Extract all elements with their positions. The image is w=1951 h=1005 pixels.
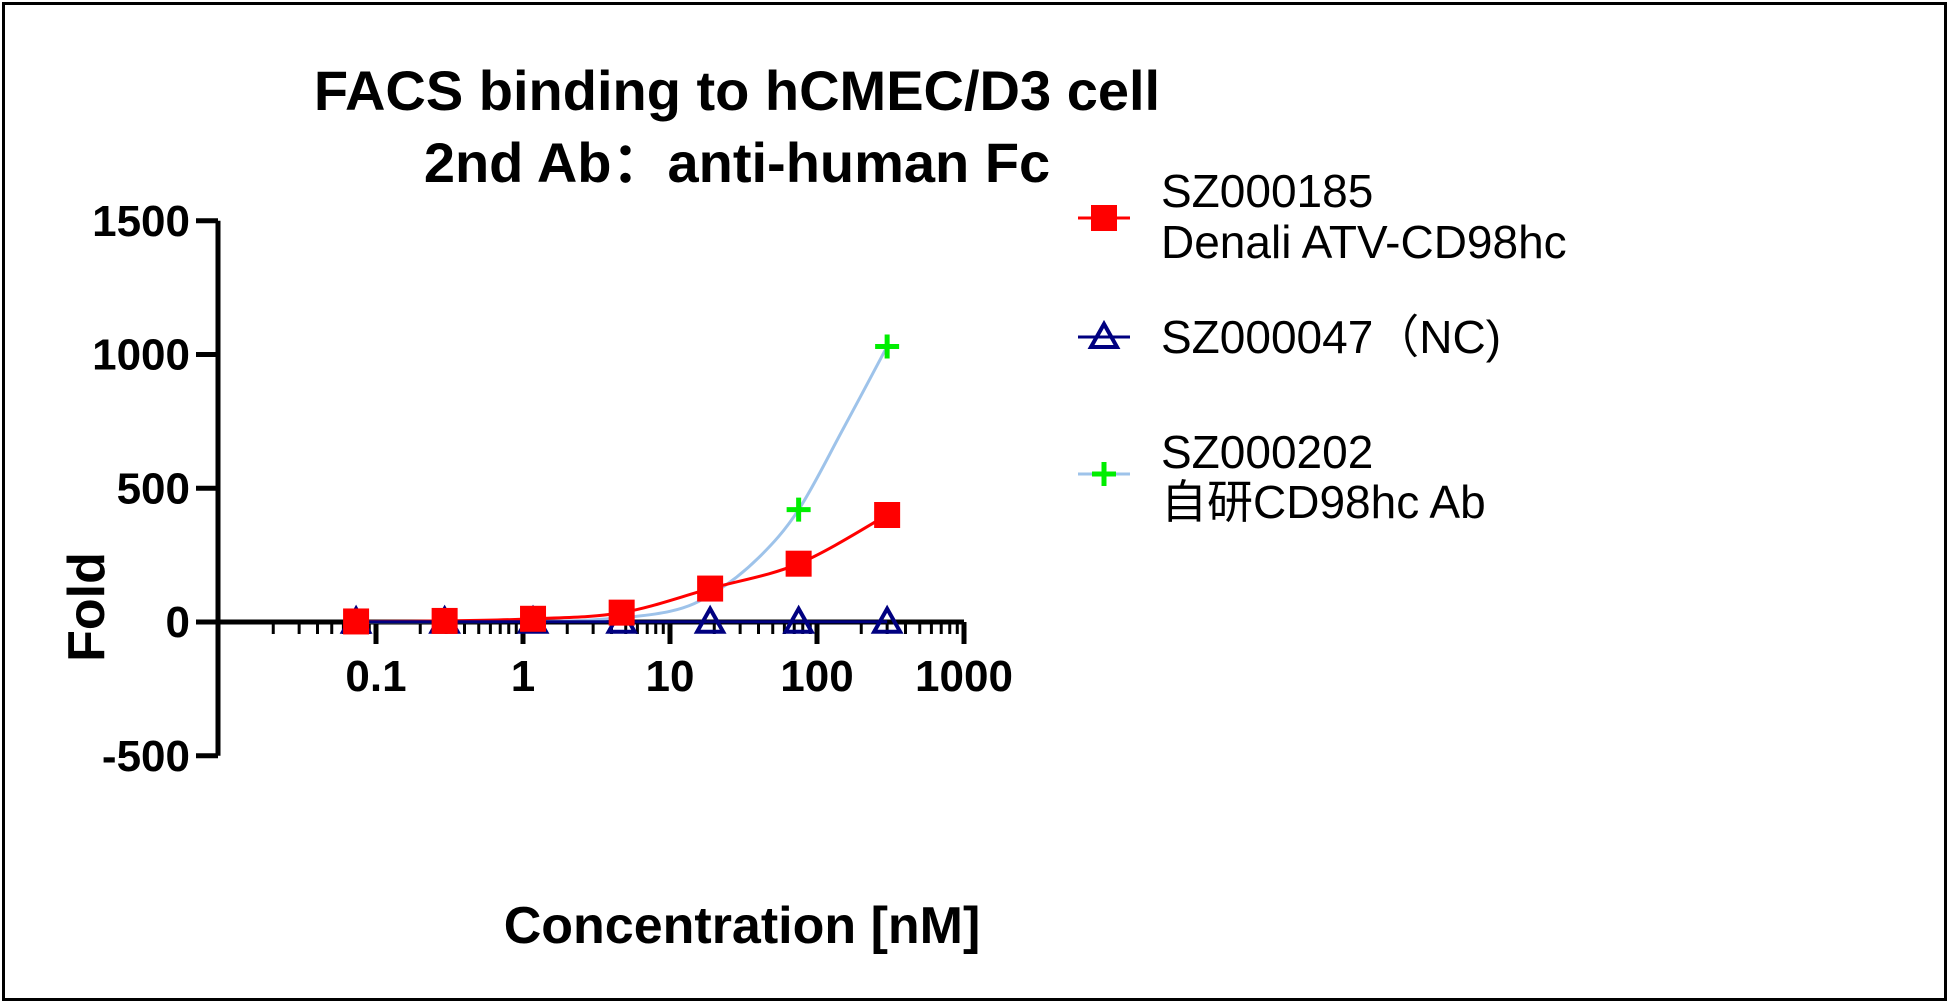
x-axis-label: Concentration [nM] <box>504 897 981 955</box>
data-markers <box>339 334 904 635</box>
data-point <box>786 497 811 522</box>
chart-title-line-1: FACS binding to hCMEC/D3 cell <box>314 59 1160 122</box>
data-point <box>431 607 458 634</box>
data-point <box>782 604 816 634</box>
legend-label: Denali ATV-CD98hc <box>1161 216 1567 268</box>
x-tick-label: 0.1 <box>345 652 406 701</box>
legend-label: SZ000047（NC) <box>1161 311 1501 363</box>
data-point <box>697 575 724 602</box>
fit-curves <box>356 345 889 624</box>
series-1-markers <box>343 502 901 635</box>
y-tick-label: 500 <box>117 464 190 513</box>
data-point <box>875 334 900 359</box>
legend-label: SZ000202 <box>1161 426 1373 478</box>
y-axis-label: Fold <box>58 552 116 662</box>
data-point <box>874 502 901 528</box>
legend-marker <box>1091 205 1117 231</box>
chart-title-line-2: 2nd Ab：anti-human Fc <box>424 131 1050 194</box>
fit-curve-series-3 <box>356 345 889 624</box>
data-point <box>693 604 727 634</box>
x-tick-label: 10 <box>646 652 695 701</box>
data-point <box>520 605 547 632</box>
y-tick-label: 1500 <box>92 197 190 246</box>
axes: -500 0 500 1000 1500 0.1 1 10 100 1000 <box>92 197 1013 781</box>
y-tick-label: 0 <box>166 598 190 647</box>
data-point <box>343 608 370 635</box>
legend-label: SZ000185 <box>1161 165 1373 217</box>
chart-title: FACS binding to hCMEC/D3 cell 2nd Ab：ant… <box>314 59 1160 194</box>
x-tick-label: 100 <box>780 652 853 701</box>
y-tick-label: -500 <box>102 732 190 781</box>
legend-marker <box>1087 319 1121 349</box>
data-point <box>608 599 635 626</box>
x-tick-label: 1 <box>511 652 535 701</box>
x-tick-label: 1000 <box>915 652 1013 701</box>
legend-item-2: SZ000047（NC) <box>1078 311 1501 363</box>
y-tick-label: 1000 <box>92 331 190 380</box>
data-point <box>785 550 812 577</box>
legend-marker <box>1092 462 1116 486</box>
series-3-markers <box>786 334 900 522</box>
legend-label: 自研CD98hc Ab <box>1161 476 1486 528</box>
data-point <box>870 604 904 634</box>
